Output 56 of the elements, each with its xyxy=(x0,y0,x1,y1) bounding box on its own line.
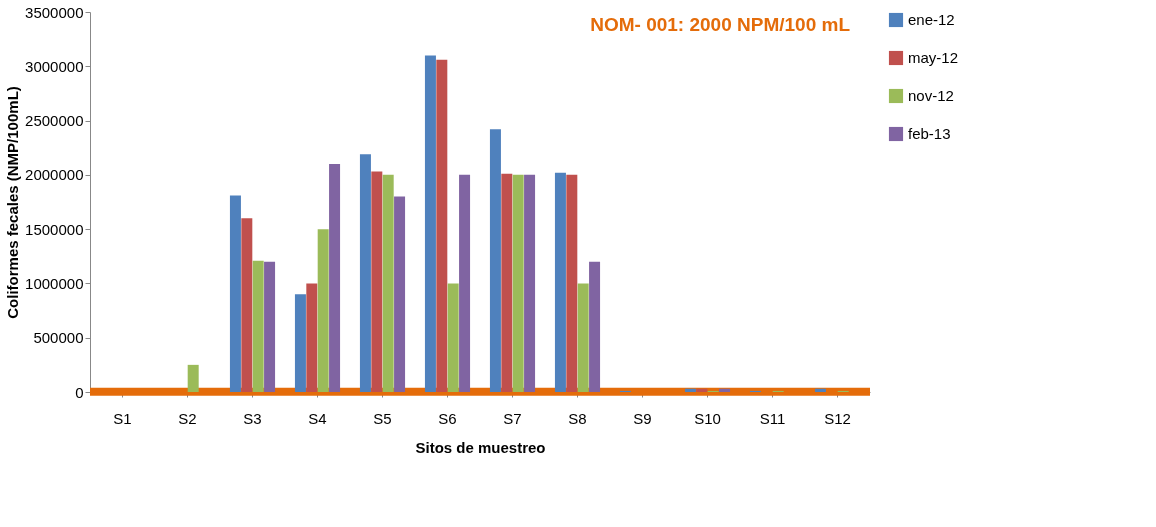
y-tick-label: 3500000 xyxy=(25,3,84,21)
bar xyxy=(241,218,253,392)
bar xyxy=(684,388,696,392)
x-tick-label: S4 xyxy=(308,409,327,427)
bar xyxy=(489,129,501,392)
y-tick-label: 2000000 xyxy=(25,166,84,184)
x-tick-label: S11 xyxy=(759,409,786,427)
bar xyxy=(252,260,264,392)
x-tick-label: S2 xyxy=(178,409,197,427)
x-tick-label: S6 xyxy=(438,409,457,427)
bar xyxy=(329,164,341,392)
bar xyxy=(577,283,589,392)
y-tick-label: 1000000 xyxy=(25,274,84,292)
bar xyxy=(359,154,371,392)
x-axis-title: Sitos de muestreo xyxy=(415,438,546,456)
x-tick-label: S9 xyxy=(633,409,652,427)
bar xyxy=(524,174,536,392)
x-tick-label: S7 xyxy=(503,409,522,427)
y-tick-label: 3000000 xyxy=(25,57,84,75)
bar xyxy=(447,283,459,392)
bar xyxy=(371,171,383,392)
bar xyxy=(459,174,471,392)
bar xyxy=(317,229,329,392)
bar xyxy=(589,261,601,392)
bar xyxy=(814,388,826,392)
x-tick-label: S12 xyxy=(824,409,851,427)
x-tick-label: S8 xyxy=(568,409,587,427)
bar xyxy=(512,174,524,392)
legend-label: may-12 xyxy=(908,49,959,66)
bar xyxy=(187,364,199,392)
legend-label: ene-12 xyxy=(908,11,955,28)
bar xyxy=(394,196,406,392)
legend-label: feb-13 xyxy=(908,125,951,142)
y-tick-label: 0 xyxy=(75,383,84,401)
bar xyxy=(306,283,318,392)
bar xyxy=(554,172,566,392)
bar xyxy=(229,195,241,392)
x-tick-label: S5 xyxy=(373,409,392,427)
ref-line-label: NOM- 001: 2000 NPM/100 mL xyxy=(590,14,851,35)
legend-label: nov-12 xyxy=(908,87,954,104)
bar xyxy=(719,388,731,392)
y-tick-label: 500000 xyxy=(33,329,84,347)
bar xyxy=(264,261,276,392)
x-tick-label: S3 xyxy=(243,409,262,427)
bar xyxy=(696,388,708,392)
x-tick-label: S10 xyxy=(694,409,721,427)
y-axis-title: Coliformes fecales (NMP/100mL) xyxy=(4,86,22,319)
bar xyxy=(436,59,448,392)
y-tick-label: 1500000 xyxy=(25,220,84,238)
bar xyxy=(424,55,436,392)
y-tick-label: 2500000 xyxy=(25,112,84,130)
bar xyxy=(501,173,513,392)
bar xyxy=(382,174,394,392)
bar xyxy=(294,294,306,392)
x-tick-label: S1 xyxy=(113,409,132,427)
bar xyxy=(566,174,578,392)
